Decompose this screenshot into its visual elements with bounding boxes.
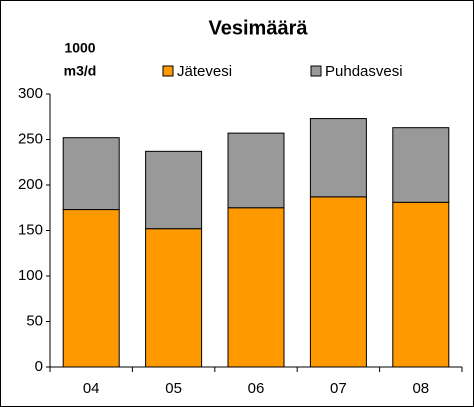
chart-title: Vesimäärä	[209, 17, 309, 39]
x-tick-label: 04	[83, 380, 100, 397]
y-axis-label: m3/d	[64, 63, 97, 79]
bar	[62, 137, 120, 211]
bar	[227, 207, 285, 368]
bar	[227, 132, 285, 209]
y-tick-label: 150	[18, 221, 43, 238]
bar	[309, 196, 367, 368]
bar	[392, 127, 450, 203]
y-tick-label: 0	[35, 358, 43, 375]
bar	[145, 150, 203, 230]
legend-swatch	[310, 65, 322, 77]
y-tick-label: 50	[26, 312, 43, 329]
bar	[392, 201, 450, 368]
x-tick-label: 08	[412, 380, 429, 397]
x-tick-label: 06	[248, 380, 265, 397]
y-tick-label: 250	[18, 130, 43, 147]
x-tick-label: 07	[330, 380, 347, 397]
y-tick-label: 200	[18, 176, 43, 193]
x-tick-label: 05	[165, 380, 182, 397]
y-tick-label: 100	[18, 267, 43, 284]
y-axis-label: 1000	[64, 40, 95, 56]
bar	[62, 209, 120, 368]
legend-swatch	[162, 65, 174, 77]
bar	[145, 228, 203, 368]
bar	[309, 118, 367, 198]
y-tick-label: 300	[18, 85, 43, 102]
legend-label: Jätevesi	[177, 63, 232, 80]
legend-label: Puhdasvesi	[325, 63, 403, 80]
